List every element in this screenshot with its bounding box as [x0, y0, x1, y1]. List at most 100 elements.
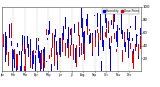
Bar: [94, 40, 95, 47]
Bar: [107, 30, 108, 41]
Bar: [135, 44, 136, 51]
Bar: [94, 15, 95, 16]
Bar: [30, 39, 31, 55]
Bar: [30, 55, 31, 68]
Bar: [2, 38, 3, 53]
Bar: [124, 37, 125, 47]
Bar: [27, 45, 28, 48]
Bar: [129, 32, 130, 41]
Bar: [102, 26, 103, 47]
Bar: [122, 30, 123, 39]
Bar: [91, 22, 92, 39]
Bar: [20, 44, 21, 53]
Bar: [120, 25, 121, 43]
Bar: [120, 17, 121, 43]
Bar: [78, 22, 79, 36]
Bar: [25, 49, 26, 70]
Bar: [130, 26, 131, 28]
Bar: [83, 20, 84, 32]
Bar: [95, 30, 96, 42]
Bar: [125, 42, 126, 52]
Bar: [38, 45, 39, 58]
Bar: [112, 29, 113, 42]
Bar: [75, 48, 76, 63]
Bar: [68, 27, 69, 47]
Bar: [3, 40, 4, 47]
Bar: [126, 19, 127, 24]
Bar: [128, 53, 129, 62]
Bar: [46, 61, 47, 62]
Bar: [73, 44, 74, 59]
Bar: [81, 43, 82, 55]
Bar: [116, 31, 117, 42]
Bar: [4, 35, 5, 56]
Bar: [121, 11, 122, 34]
Bar: [103, 40, 104, 51]
Bar: [11, 41, 12, 46]
Bar: [104, 8, 105, 10]
Bar: [97, 29, 98, 33]
Bar: [117, 39, 118, 45]
Bar: [73, 45, 74, 60]
Bar: [25, 60, 26, 71]
Bar: [125, 43, 126, 55]
Bar: [81, 8, 82, 27]
Bar: [60, 40, 61, 42]
Bar: [111, 20, 112, 25]
Bar: [76, 45, 77, 67]
Bar: [82, 18, 83, 37]
Bar: [92, 33, 93, 56]
Bar: [98, 41, 99, 56]
Bar: [19, 51, 20, 55]
Bar: [133, 54, 134, 69]
Bar: [62, 36, 63, 52]
Bar: [22, 45, 23, 51]
Bar: [75, 47, 76, 51]
Bar: [70, 29, 71, 35]
Bar: [36, 39, 37, 44]
Bar: [10, 40, 11, 68]
Bar: [6, 36, 7, 51]
Bar: [117, 25, 118, 47]
Bar: [54, 35, 55, 52]
Bar: [84, 31, 85, 49]
Bar: [86, 47, 87, 55]
Bar: [99, 9, 100, 25]
Bar: [111, 36, 112, 43]
Bar: [12, 49, 13, 71]
Bar: [33, 50, 34, 55]
Bar: [27, 36, 28, 47]
Bar: [114, 14, 115, 22]
Bar: [20, 66, 21, 71]
Bar: [52, 40, 53, 46]
Bar: [90, 33, 91, 43]
Bar: [89, 35, 90, 44]
Bar: [51, 64, 52, 71]
Bar: [36, 38, 37, 50]
Bar: [135, 16, 136, 30]
Bar: [43, 53, 44, 63]
Bar: [28, 43, 29, 65]
Bar: [85, 8, 86, 23]
Bar: [38, 38, 39, 41]
Bar: [14, 56, 15, 68]
Bar: [118, 11, 119, 14]
Bar: [92, 35, 93, 52]
Bar: [93, 26, 94, 33]
Bar: [97, 13, 98, 27]
Bar: [128, 37, 129, 58]
Bar: [127, 30, 128, 32]
Bar: [16, 60, 17, 71]
Bar: [84, 43, 85, 60]
Bar: [100, 33, 101, 39]
Bar: [57, 52, 58, 61]
Bar: [28, 44, 29, 57]
Bar: [9, 24, 10, 38]
Bar: [70, 45, 71, 56]
Bar: [68, 43, 69, 58]
Bar: [59, 38, 60, 55]
Bar: [96, 19, 97, 51]
Bar: [17, 54, 18, 70]
Bar: [17, 43, 18, 47]
Bar: [101, 61, 102, 71]
